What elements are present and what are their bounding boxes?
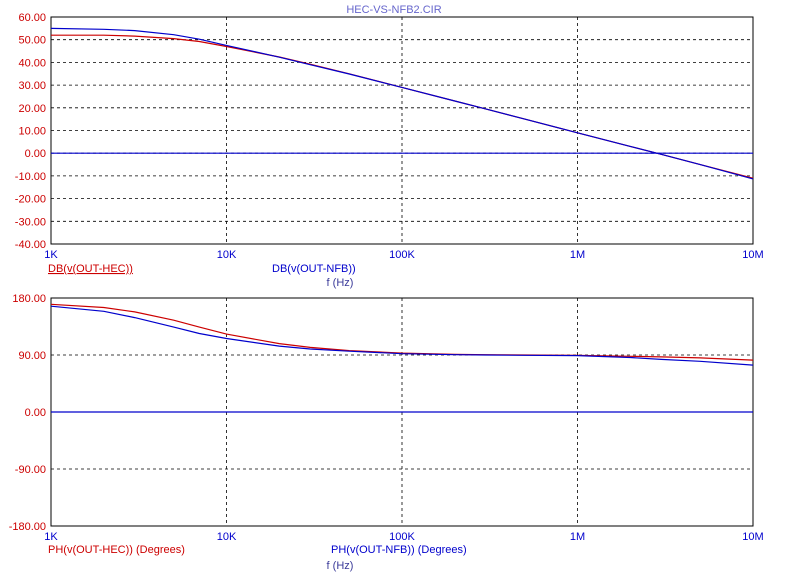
legend-label: PH(v(OUT-HEC)) (Degrees) (48, 544, 185, 556)
y-tick-label: -40.00 (15, 239, 46, 251)
phase-x-axis-label: f (Hz) (327, 560, 354, 572)
y-tick-label: -20.00 (15, 194, 46, 206)
y-tick-label: -180.00 (9, 521, 46, 533)
y-tick-label: 50.00 (18, 35, 46, 47)
legend-label: DB(v(OUT-HEC)) (48, 263, 133, 275)
y-tick-label: 10.00 (18, 126, 46, 138)
x-tick-label: 10K (217, 249, 237, 261)
y-tick-label: -30.00 (15, 216, 46, 228)
y-tick-label: 60.00 (18, 12, 46, 24)
y-tick-label: 40.00 (18, 57, 46, 69)
y-tick-label: 0.00 (25, 407, 46, 419)
legend-label: DB(v(OUT-NFB)) (272, 263, 356, 275)
series-line-ph-v-out-nfb-degrees (50, 305, 754, 366)
x-tick-label: 100K (389, 531, 415, 543)
x-tick-label: 1M (570, 531, 585, 543)
y-tick-label: 20.00 (18, 103, 46, 115)
x-tick-label: 10M (742, 531, 763, 543)
y-tick-label: 0.00 (25, 148, 46, 160)
y-tick-label: 30.00 (18, 80, 46, 92)
legend-label: PH(v(OUT-NFB)) (Degrees) (331, 544, 467, 556)
y-tick-label: 180.00 (12, 293, 46, 305)
y-tick-label: -90.00 (15, 464, 46, 476)
x-tick-label: 10M (742, 249, 763, 261)
x-tick-label: 100K (389, 249, 415, 261)
x-tick-label: 10K (217, 531, 237, 543)
chart-title: HEC-VS-NFB2.CIR (346, 4, 441, 16)
x-tick-label: 1K (44, 531, 58, 543)
magnitude-x-axis-label: f (Hz) (327, 277, 354, 289)
magnitude-plot: 60.00 50.00 40.00 30.00 20.00 10.00 0.00 -10.00… (15, 12, 764, 275)
x-tick-label: 1K (44, 249, 58, 261)
y-tick-label: 90.00 (18, 350, 46, 362)
series-line-db-v-out-nfb (50, 27, 754, 180)
x-tick-label: 1M (570, 249, 585, 261)
y-tick-label: -10.00 (15, 171, 46, 183)
